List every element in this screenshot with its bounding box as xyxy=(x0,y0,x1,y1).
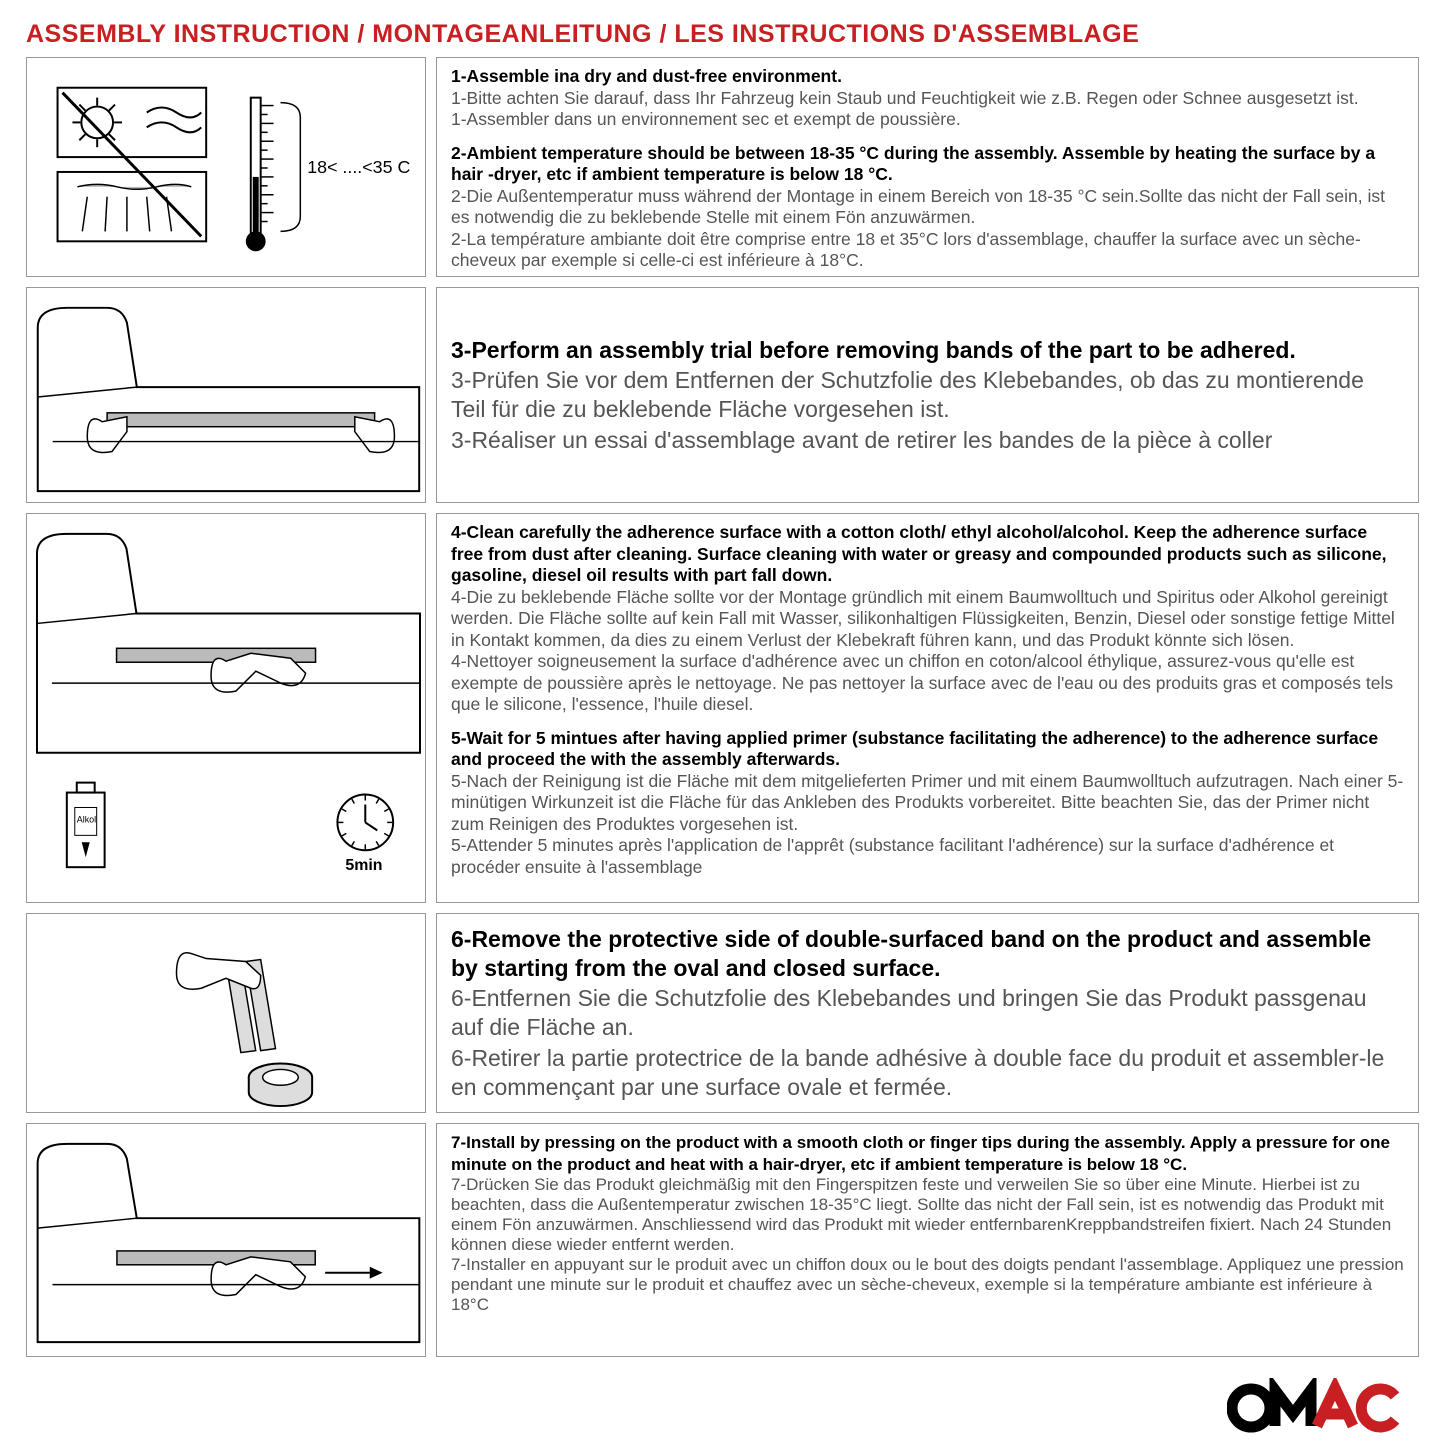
instruction-line: 1-Bitte achten Sie darauf, dass Ihr Fahr… xyxy=(451,88,1404,110)
instruction-row: 18< ....<35 C 1-Assemble ina dry and dus… xyxy=(26,57,1419,277)
instruction-text: 3-Perform an assembly trial before remov… xyxy=(436,287,1419,503)
instruction-line: 4-Die zu beklebende Fläche sollte vor de… xyxy=(451,587,1404,652)
instruction-illustration xyxy=(26,1123,426,1357)
instruction-line: 6-Entfernen Sie die Schutzfolie des Kleb… xyxy=(451,984,1404,1042)
page-title: ASSEMBLY INSTRUCTION / MONTAGEANLEITUNG … xyxy=(26,20,1419,49)
instruction-line: 3-Perform an assembly trial before remov… xyxy=(451,336,1404,365)
instruction-text: 4-Clean carefully the adherence surface … xyxy=(436,513,1419,903)
omac-logo xyxy=(1227,1372,1417,1433)
instruction-line: 4-Nettoyer soigneusement la surface d'ad… xyxy=(451,651,1404,716)
instruction-line: 5-Nach der Reinigung ist die Fläche mit … xyxy=(451,771,1404,836)
instruction-illustration: 18< ....<35 C xyxy=(26,57,426,277)
instruction-illustration xyxy=(26,287,426,503)
instruction-line: 2-La température ambiante doit être comp… xyxy=(451,229,1404,272)
svg-text:18< ....<35 C: 18< ....<35 C xyxy=(307,157,410,177)
svg-text:Alkol: Alkol xyxy=(77,814,96,824)
instruction-row: 3-Perform an assembly trial before remov… xyxy=(26,287,1419,503)
instruction-line: 7-Drücken Sie das Produkt gleichmäßig mi… xyxy=(451,1175,1404,1255)
instruction-row: 6-Remove the protective side of double-s… xyxy=(26,913,1419,1113)
instruction-line: 7-Installer en appuyant sur le produit a… xyxy=(451,1255,1404,1315)
instruction-line: 2-Die Außentemperatur muss während der M… xyxy=(451,186,1404,229)
svg-text:5min: 5min xyxy=(345,857,382,874)
instruction-text: 6-Remove the protective side of double-s… xyxy=(436,913,1419,1113)
instruction-line: 3-Prüfen Sie vor dem Entfernen der Schut… xyxy=(451,366,1404,424)
instruction-line: 5-Attender 5 minutes après l'application… xyxy=(451,835,1404,878)
instruction-line: 5-Wait for 5 mintues after having applie… xyxy=(451,728,1378,770)
instruction-row: 7-Install by pressing on the product wit… xyxy=(26,1123,1419,1357)
instruction-line: 1-Assemble ina dry and dust-free environ… xyxy=(451,66,842,86)
instruction-line: 2-Ambient temperature should be between … xyxy=(451,143,1375,185)
instruction-line: 6-Retirer la partie protectrice de la ba… xyxy=(451,1044,1404,1102)
instruction-text: 1-Assemble ina dry and dust-free environ… xyxy=(436,57,1419,277)
instruction-line: 4-Clean carefully the adherence surface … xyxy=(451,522,1387,585)
instruction-illustration: Alkol 5min xyxy=(26,513,426,903)
instruction-line: 1-Assembler dans un environnement sec et… xyxy=(451,109,1404,131)
instruction-row: Alkol 5min 4-Clean carefully the adheren… xyxy=(26,513,1419,903)
instruction-line: 7-Install by pressing on the product wit… xyxy=(451,1133,1390,1174)
instruction-line: 3-Réaliser un essai d'assemblage avant d… xyxy=(451,426,1404,455)
instruction-text: 7-Install by pressing on the product wit… xyxy=(436,1123,1419,1357)
instruction-line: 6-Remove the protective side of double-s… xyxy=(451,925,1404,983)
instruction-illustration xyxy=(26,913,426,1113)
